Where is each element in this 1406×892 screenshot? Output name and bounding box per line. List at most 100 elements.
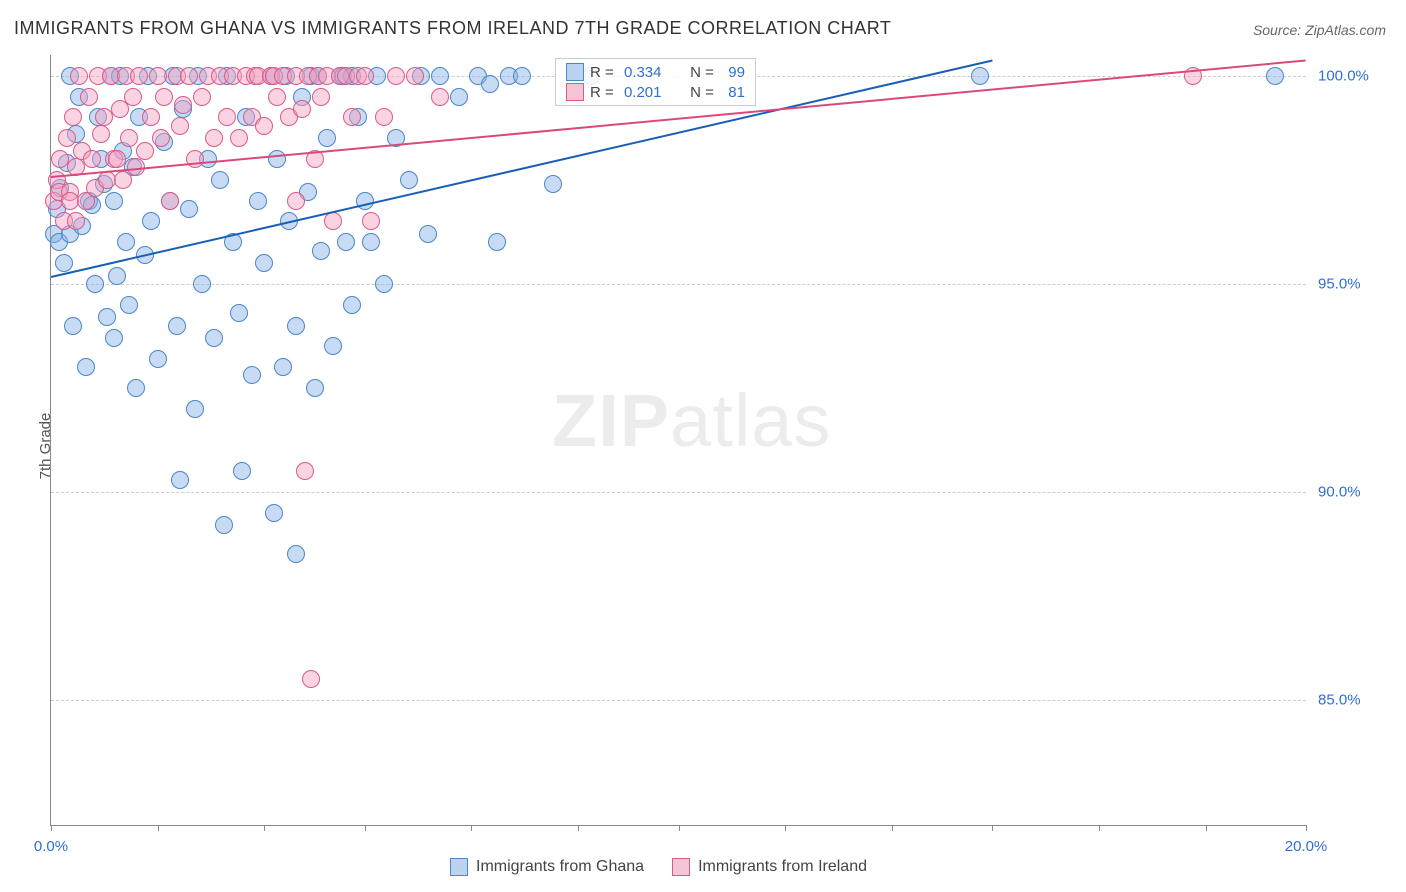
x-tick (264, 825, 265, 831)
data-point (86, 275, 104, 293)
data-point (293, 100, 311, 118)
source-label: Source: ZipAtlas.com (1253, 22, 1386, 38)
data-point (356, 67, 374, 85)
data-point (64, 108, 82, 126)
bottom-legend-item: Immigrants from Ireland (672, 858, 867, 876)
data-point (302, 670, 320, 688)
data-point (205, 329, 223, 347)
data-point (265, 504, 283, 522)
data-point (168, 317, 186, 335)
x-tick (1206, 825, 1207, 831)
data-point (287, 545, 305, 563)
y-tick-label: 85.0% (1318, 692, 1361, 709)
data-point (387, 67, 405, 85)
data-point (218, 108, 236, 126)
data-point (108, 150, 126, 168)
data-point (186, 400, 204, 418)
data-point (215, 516, 233, 534)
gridline (51, 700, 1306, 701)
data-point (481, 75, 499, 93)
data-point (70, 67, 88, 85)
data-point (274, 358, 292, 376)
data-point (544, 175, 562, 193)
data-point (64, 317, 82, 335)
data-point (149, 350, 167, 368)
data-point (255, 117, 273, 135)
x-tick (471, 825, 472, 831)
data-point (406, 67, 424, 85)
data-point (142, 108, 160, 126)
plot-area: 85.0%90.0%95.0%100.0%0.0%20.0% (50, 55, 1306, 826)
data-point (230, 129, 248, 147)
x-tick (1306, 825, 1307, 831)
x-tick (892, 825, 893, 831)
data-point (362, 212, 380, 230)
x-tick-label: 20.0% (1285, 838, 1328, 855)
legend-swatch (566, 63, 584, 81)
data-point (180, 200, 198, 218)
data-point (171, 471, 189, 489)
data-point (149, 67, 167, 85)
data-point (296, 462, 314, 480)
data-point (230, 304, 248, 322)
legend-swatch (450, 858, 468, 876)
data-point (255, 254, 273, 272)
data-point (971, 67, 989, 85)
data-point (180, 67, 198, 85)
data-point (152, 129, 170, 147)
data-point (249, 192, 267, 210)
data-point (98, 308, 116, 326)
x-tick (1099, 825, 1100, 831)
legend-swatch (566, 83, 584, 101)
data-point (312, 88, 330, 106)
data-point (233, 462, 251, 480)
data-point (58, 129, 76, 147)
y-tick-label: 90.0% (1318, 484, 1361, 501)
data-point (488, 233, 506, 251)
data-point (431, 88, 449, 106)
x-tick (51, 825, 52, 831)
gridline (51, 284, 1306, 285)
data-point (108, 267, 126, 285)
data-point (142, 212, 160, 230)
data-point (312, 242, 330, 260)
data-point (186, 150, 204, 168)
data-point (92, 125, 110, 143)
data-point (117, 233, 135, 251)
data-point (105, 192, 123, 210)
data-point (343, 296, 361, 314)
data-point (77, 358, 95, 376)
legend-swatch (672, 858, 690, 876)
data-point (306, 379, 324, 397)
data-point (268, 150, 286, 168)
chart-title: IMMIGRANTS FROM GHANA VS IMMIGRANTS FROM… (14, 18, 891, 39)
data-point (193, 275, 211, 293)
data-point (174, 96, 192, 114)
data-point (419, 225, 437, 243)
data-point (205, 129, 223, 147)
data-point (287, 192, 305, 210)
legend-row: R = 0.334 N = 99 (566, 63, 745, 81)
data-point (171, 117, 189, 135)
data-point (80, 88, 98, 106)
gridline (51, 492, 1306, 493)
bottom-legend: Immigrants from GhanaImmigrants from Ire… (450, 858, 867, 876)
data-point (136, 142, 154, 160)
data-point (67, 212, 85, 230)
x-tick (365, 825, 366, 831)
data-point (287, 317, 305, 335)
data-point (324, 212, 342, 230)
x-tick (158, 825, 159, 831)
y-tick-label: 95.0% (1318, 275, 1361, 292)
data-point (243, 366, 261, 384)
data-point (105, 329, 123, 347)
data-point (324, 337, 342, 355)
data-point (127, 379, 145, 397)
data-point (211, 171, 229, 189)
data-point (120, 129, 138, 147)
data-point (375, 108, 393, 126)
data-point (124, 88, 142, 106)
data-point (161, 192, 179, 210)
x-tick (578, 825, 579, 831)
x-tick (785, 825, 786, 831)
